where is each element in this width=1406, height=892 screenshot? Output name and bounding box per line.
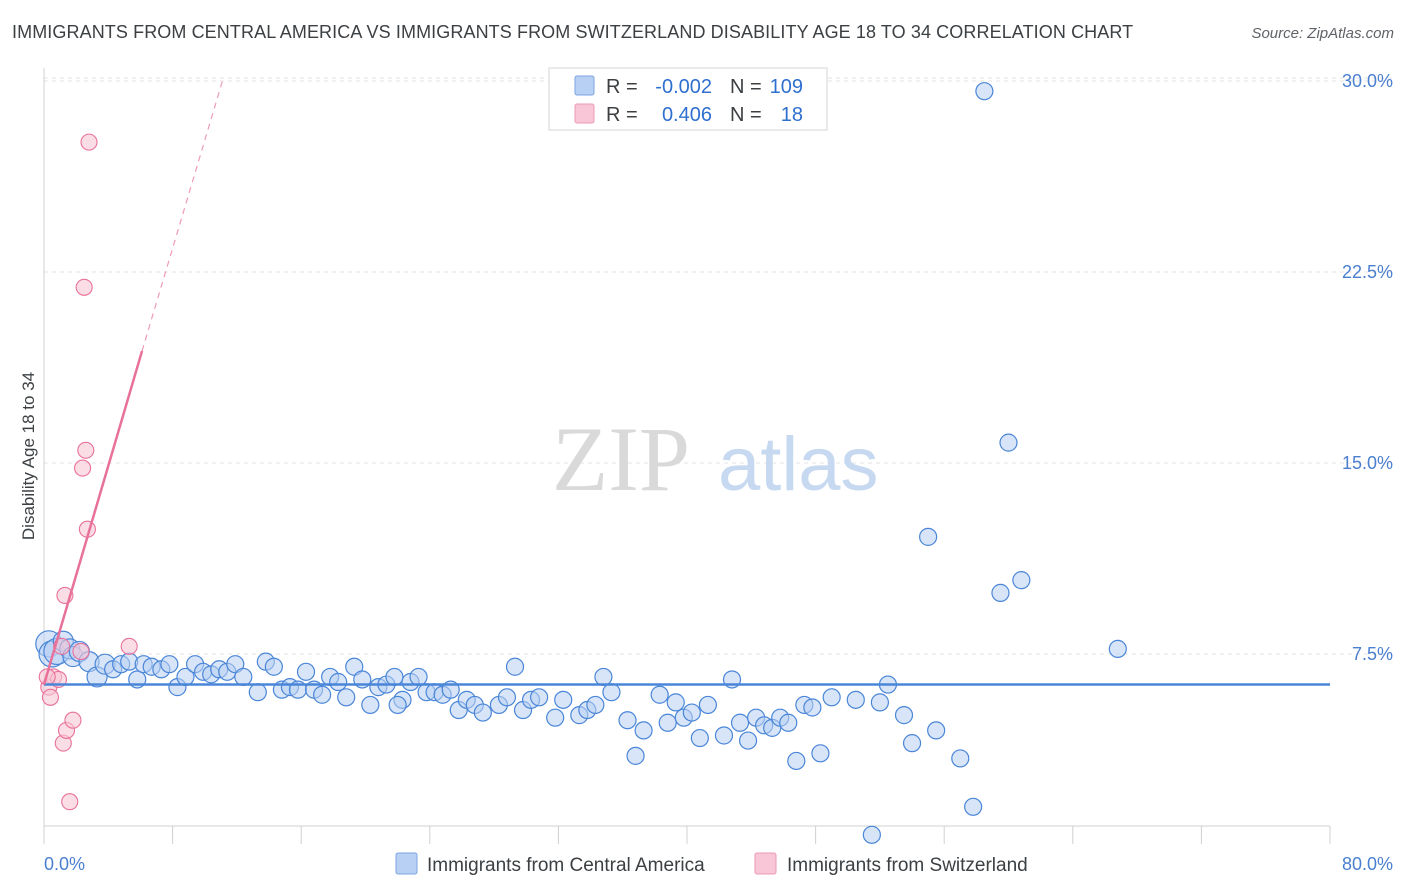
point-central-america [554,690,573,709]
point-central-america [296,662,316,681]
point-central-america [312,685,332,704]
point-central-america [698,695,717,715]
point-central-america [927,721,946,740]
point-central-america [991,583,1010,602]
bottom-legend-label-blue: Immigrants from Central America [427,855,705,876]
legend-n-label-pink: N = [730,104,762,126]
point-central-america [738,731,758,750]
bottom-legend-swatch-pink [754,852,777,875]
point-central-america [964,797,983,816]
point-central-america [650,685,669,704]
point-switzerland [72,642,90,661]
point-central-america [658,713,677,732]
y-tick-labels: 7.5% 15.0% 22.5% 30.0% [1342,71,1393,664]
point-central-america [473,703,492,722]
point-central-america [803,698,822,717]
legend-n-label-blue: N = [730,76,762,98]
point-central-america [714,726,734,745]
point-central-america [902,734,922,753]
point-central-america [602,683,621,702]
bottom-legend-label-pink: Immigrants from Switzerland [787,855,1028,876]
y-tick-label-0: 7.5% [1352,644,1393,664]
source-credit: Source: ZipAtlas.com [1251,25,1394,42]
trend-lines [42,80,1330,686]
point-central-america [618,711,637,730]
trend-line-switzerland-extrapolated [141,80,224,352]
point-switzerland [74,459,92,477]
point-central-america [248,683,267,702]
watermark-atlas: atlas [718,422,879,507]
point-central-america [546,708,565,727]
point-central-america [682,703,701,722]
legend-swatch-blue [574,75,595,96]
point-central-america [690,728,709,748]
point-central-america [530,688,549,707]
bottom-legend-swatch-blue [395,852,418,875]
point-switzerland [80,133,98,151]
point-switzerland [64,711,82,729]
x-tick-label-min: 0.0% [44,854,85,874]
correlation-legend: R = -0.002 N = 109 R = 0.406 N = 18 [548,67,828,131]
point-central-america [634,721,653,740]
point-central-america [999,433,1018,452]
point-central-america [919,527,938,546]
series-switzerland-points [38,133,138,811]
y-tick-label-3: 30.0% [1342,71,1393,91]
legend-r-value-blue: -0.002 [655,76,712,98]
point-central-america [594,667,613,687]
point-switzerland [41,688,59,706]
point-central-america [586,695,605,715]
chart-title: IMMIGRANTS FROM CENTRAL AMERICA VS IMMIG… [12,22,1134,42]
point-central-america [329,672,348,692]
legend-box [548,67,828,131]
point-central-america [388,695,407,715]
point-central-america [385,667,404,687]
point-central-america [730,713,750,732]
point-central-america [870,693,890,712]
point-central-america [1108,639,1127,659]
point-central-america [409,667,428,687]
point-switzerland [75,278,93,296]
point-central-america [779,713,798,732]
x-tick-label-max: 80.0% [1342,854,1393,874]
gridlines [44,77,1392,655]
point-central-america [787,751,806,771]
point-switzerland [77,441,95,459]
y-tick-label-1: 15.0% [1342,453,1393,473]
point-central-america [497,688,517,707]
legend-r-value-pink: 0.406 [662,104,712,126]
series-legend: Immigrants from Central America Immigran… [395,852,1028,876]
point-central-america [666,693,685,712]
point-central-america [862,825,881,844]
point-central-america [1012,571,1031,590]
point-switzerland [120,637,138,655]
point-central-america [894,706,914,725]
point-central-america [337,688,356,707]
legend-r-label-pink: R = [606,104,638,126]
legend-swatch-pink [574,103,595,124]
point-central-america [626,746,645,765]
watermark: ZIP atlas [552,408,879,510]
point-central-america [846,690,865,709]
point-central-america [160,655,179,674]
point-central-america [811,744,830,763]
legend-r-label-blue: R = [606,76,638,98]
point-central-america [822,688,841,707]
legend-n-value-blue: 109 [770,76,803,98]
point-switzerland [61,793,79,811]
point-central-america [975,82,994,101]
point-central-america [264,657,283,676]
y-tick-label-2: 22.5% [1342,262,1393,282]
point-central-america [361,695,380,715]
point-central-america [234,667,253,687]
legend-n-value-pink: 18 [781,104,803,126]
point-central-america [505,657,525,676]
trend-line-switzerland [42,350,144,685]
y-axis-label: Disability Age 18 to 34 [19,372,38,540]
point-central-america [951,749,970,768]
watermark-zip: ZIP [552,408,690,510]
